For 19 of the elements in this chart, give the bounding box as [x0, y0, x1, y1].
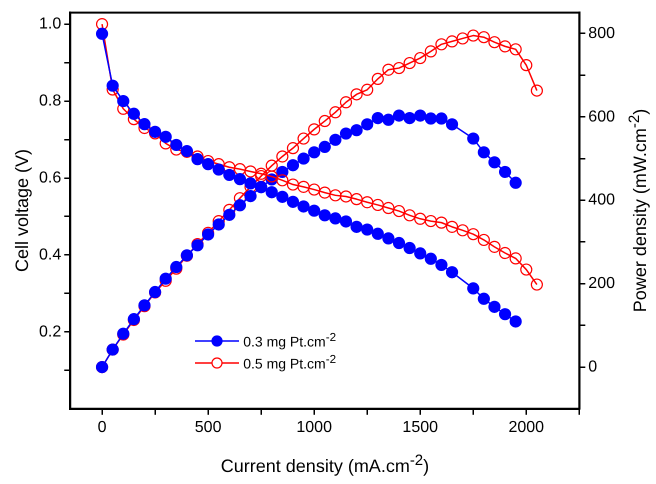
- y2-tick-label: 200: [588, 275, 616, 292]
- y-tick-label: 0.6: [38, 169, 62, 186]
- y-tick-label: 1.0: [38, 16, 62, 33]
- y-tick-label: 0.4: [38, 246, 62, 264]
- x-tick-label: 1000: [296, 418, 332, 436]
- y2-tick-label: 800: [588, 24, 616, 42]
- y-tick-label: 0.8: [38, 92, 62, 110]
- y2-tick-label: 0: [588, 358, 598, 376]
- legend-label: 0.3 mg Pt.cm$^{-2}$: [243, 331, 336, 350]
- y-axis-title: Cell voltage (V): [12, 149, 33, 272]
- x-tick-label: 0: [98, 418, 107, 436]
- x-axis-title: Current density (mA.cm$^{-2}$): [220, 452, 430, 477]
- y-tick-label: 0.2: [38, 323, 62, 340]
- x-tick-label: 2000: [508, 418, 544, 436]
- y2-tick-label: 400: [588, 192, 616, 209]
- legend-label: 0.5 mg Pt.cm$^{-2}$: [243, 353, 336, 372]
- x-tick-label: 1500: [402, 418, 438, 436]
- y2-tick-label: 600: [588, 108, 616, 126]
- x-tick-label: 500: [194, 418, 222, 436]
